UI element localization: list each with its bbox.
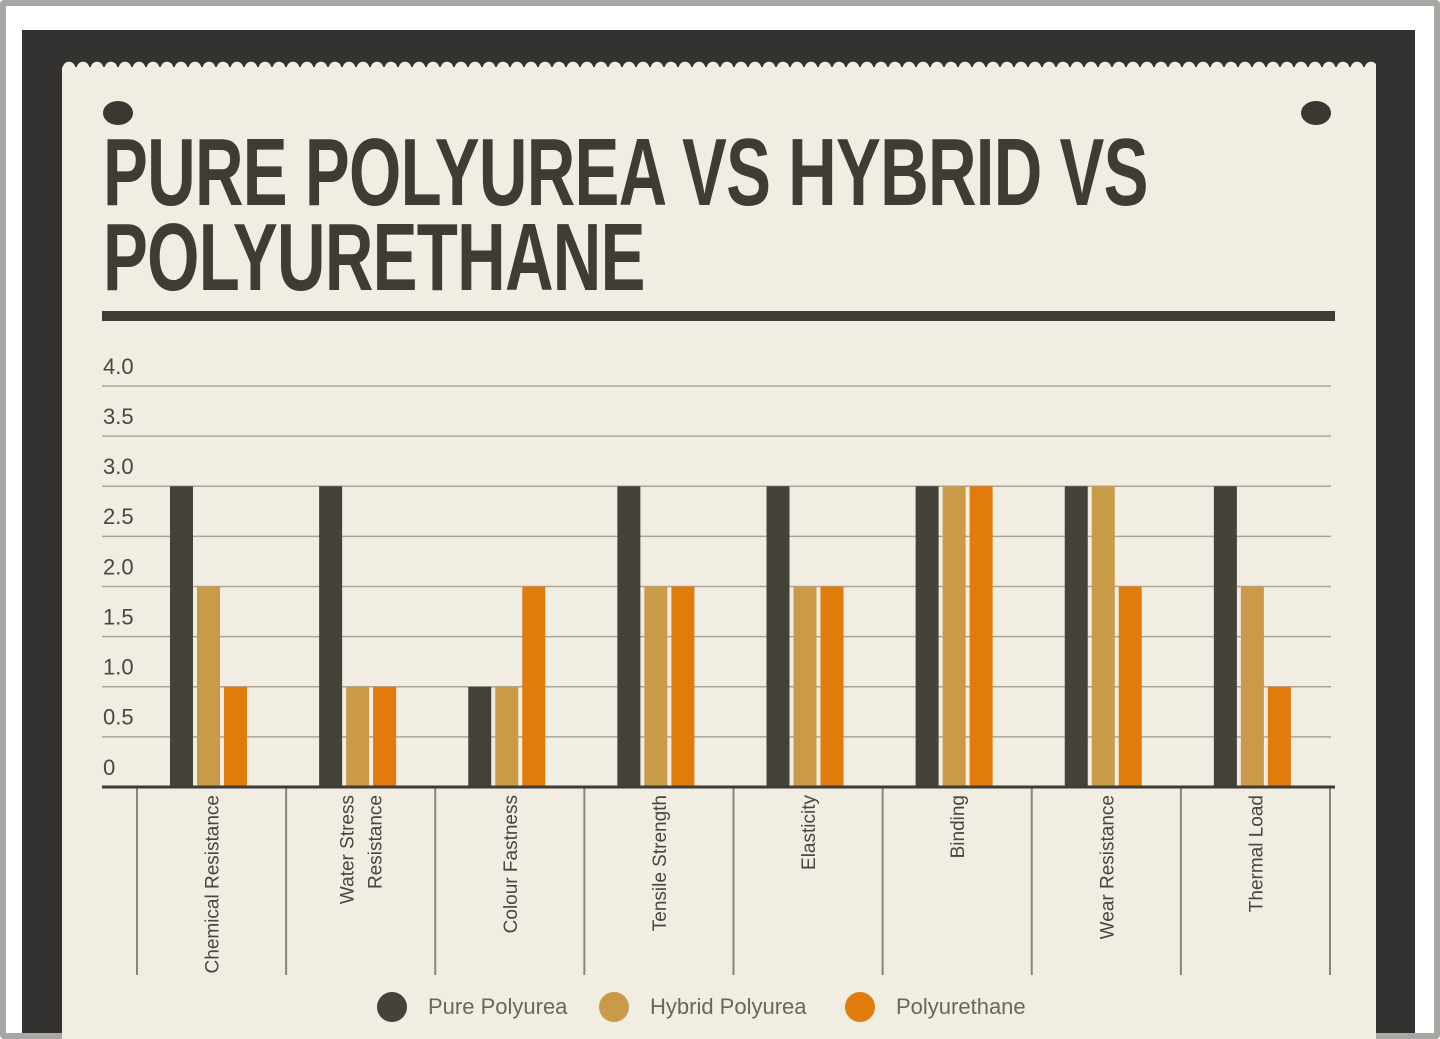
bar bbox=[820, 586, 844, 787]
chart-title: PURE POLYUREA VS HYBRID VS POLYURETHANE bbox=[103, 119, 1148, 311]
x-tick-label: Colour Fastness bbox=[501, 795, 522, 933]
legend-swatch bbox=[599, 992, 629, 1022]
legend-swatch bbox=[845, 992, 875, 1022]
legend-label: Polyurethane bbox=[896, 994, 1026, 1019]
legend-label: Hybrid Polyurea bbox=[650, 994, 807, 1019]
legend-swatch bbox=[377, 992, 407, 1022]
bar bbox=[766, 486, 790, 787]
bar bbox=[197, 586, 220, 787]
bar bbox=[1091, 486, 1115, 787]
bar bbox=[793, 586, 817, 787]
y-tick-label: 1.5 bbox=[103, 604, 134, 629]
bar bbox=[522, 586, 546, 787]
bar bbox=[942, 486, 966, 787]
bar bbox=[170, 486, 193, 787]
bar bbox=[224, 686, 247, 787]
y-tick-label: 3.5 bbox=[103, 404, 134, 429]
y-tick-label: 0.5 bbox=[103, 705, 134, 730]
bar bbox=[1213, 486, 1237, 787]
title-rule bbox=[102, 311, 1335, 321]
bar bbox=[1064, 486, 1088, 787]
bar bbox=[373, 686, 397, 787]
bar bbox=[644, 586, 668, 787]
y-tick-label: 2.0 bbox=[103, 554, 134, 579]
x-tick-label: Elasticity bbox=[799, 795, 820, 870]
bar bbox=[1267, 686, 1291, 787]
bar bbox=[319, 486, 343, 787]
bar bbox=[346, 686, 370, 787]
bar bbox=[1118, 586, 1142, 787]
x-tick-label: Thermal Load bbox=[1246, 795, 1267, 912]
y-tick-label: 1.0 bbox=[103, 655, 134, 680]
legend-label: Pure Polyurea bbox=[428, 994, 568, 1019]
x-tick-label: Tensile Strength bbox=[650, 795, 671, 931]
bar bbox=[915, 486, 939, 787]
paper bbox=[62, 67, 1376, 1039]
bar bbox=[468, 686, 492, 787]
x-tick-label: Binding bbox=[948, 795, 969, 858]
bar bbox=[671, 586, 695, 787]
bar bbox=[1240, 586, 1264, 787]
bar bbox=[969, 486, 993, 787]
x-tick-label: Wear Resistance bbox=[1097, 795, 1118, 939]
y-tick-label: 2.5 bbox=[103, 504, 134, 529]
bar bbox=[617, 486, 641, 787]
y-tick-label: 4.0 bbox=[103, 354, 134, 379]
bar bbox=[495, 686, 519, 787]
pin-hole bbox=[1301, 101, 1331, 125]
x-tick-label: Chemical Resistance bbox=[203, 795, 224, 973]
y-tick-label: 3.0 bbox=[103, 454, 134, 479]
y-tick-label: 0 bbox=[103, 755, 115, 780]
x-tick-label: Water Stress Resistance bbox=[338, 795, 387, 904]
pin-hole bbox=[103, 101, 133, 125]
scallop-edge bbox=[62, 60, 1376, 68]
